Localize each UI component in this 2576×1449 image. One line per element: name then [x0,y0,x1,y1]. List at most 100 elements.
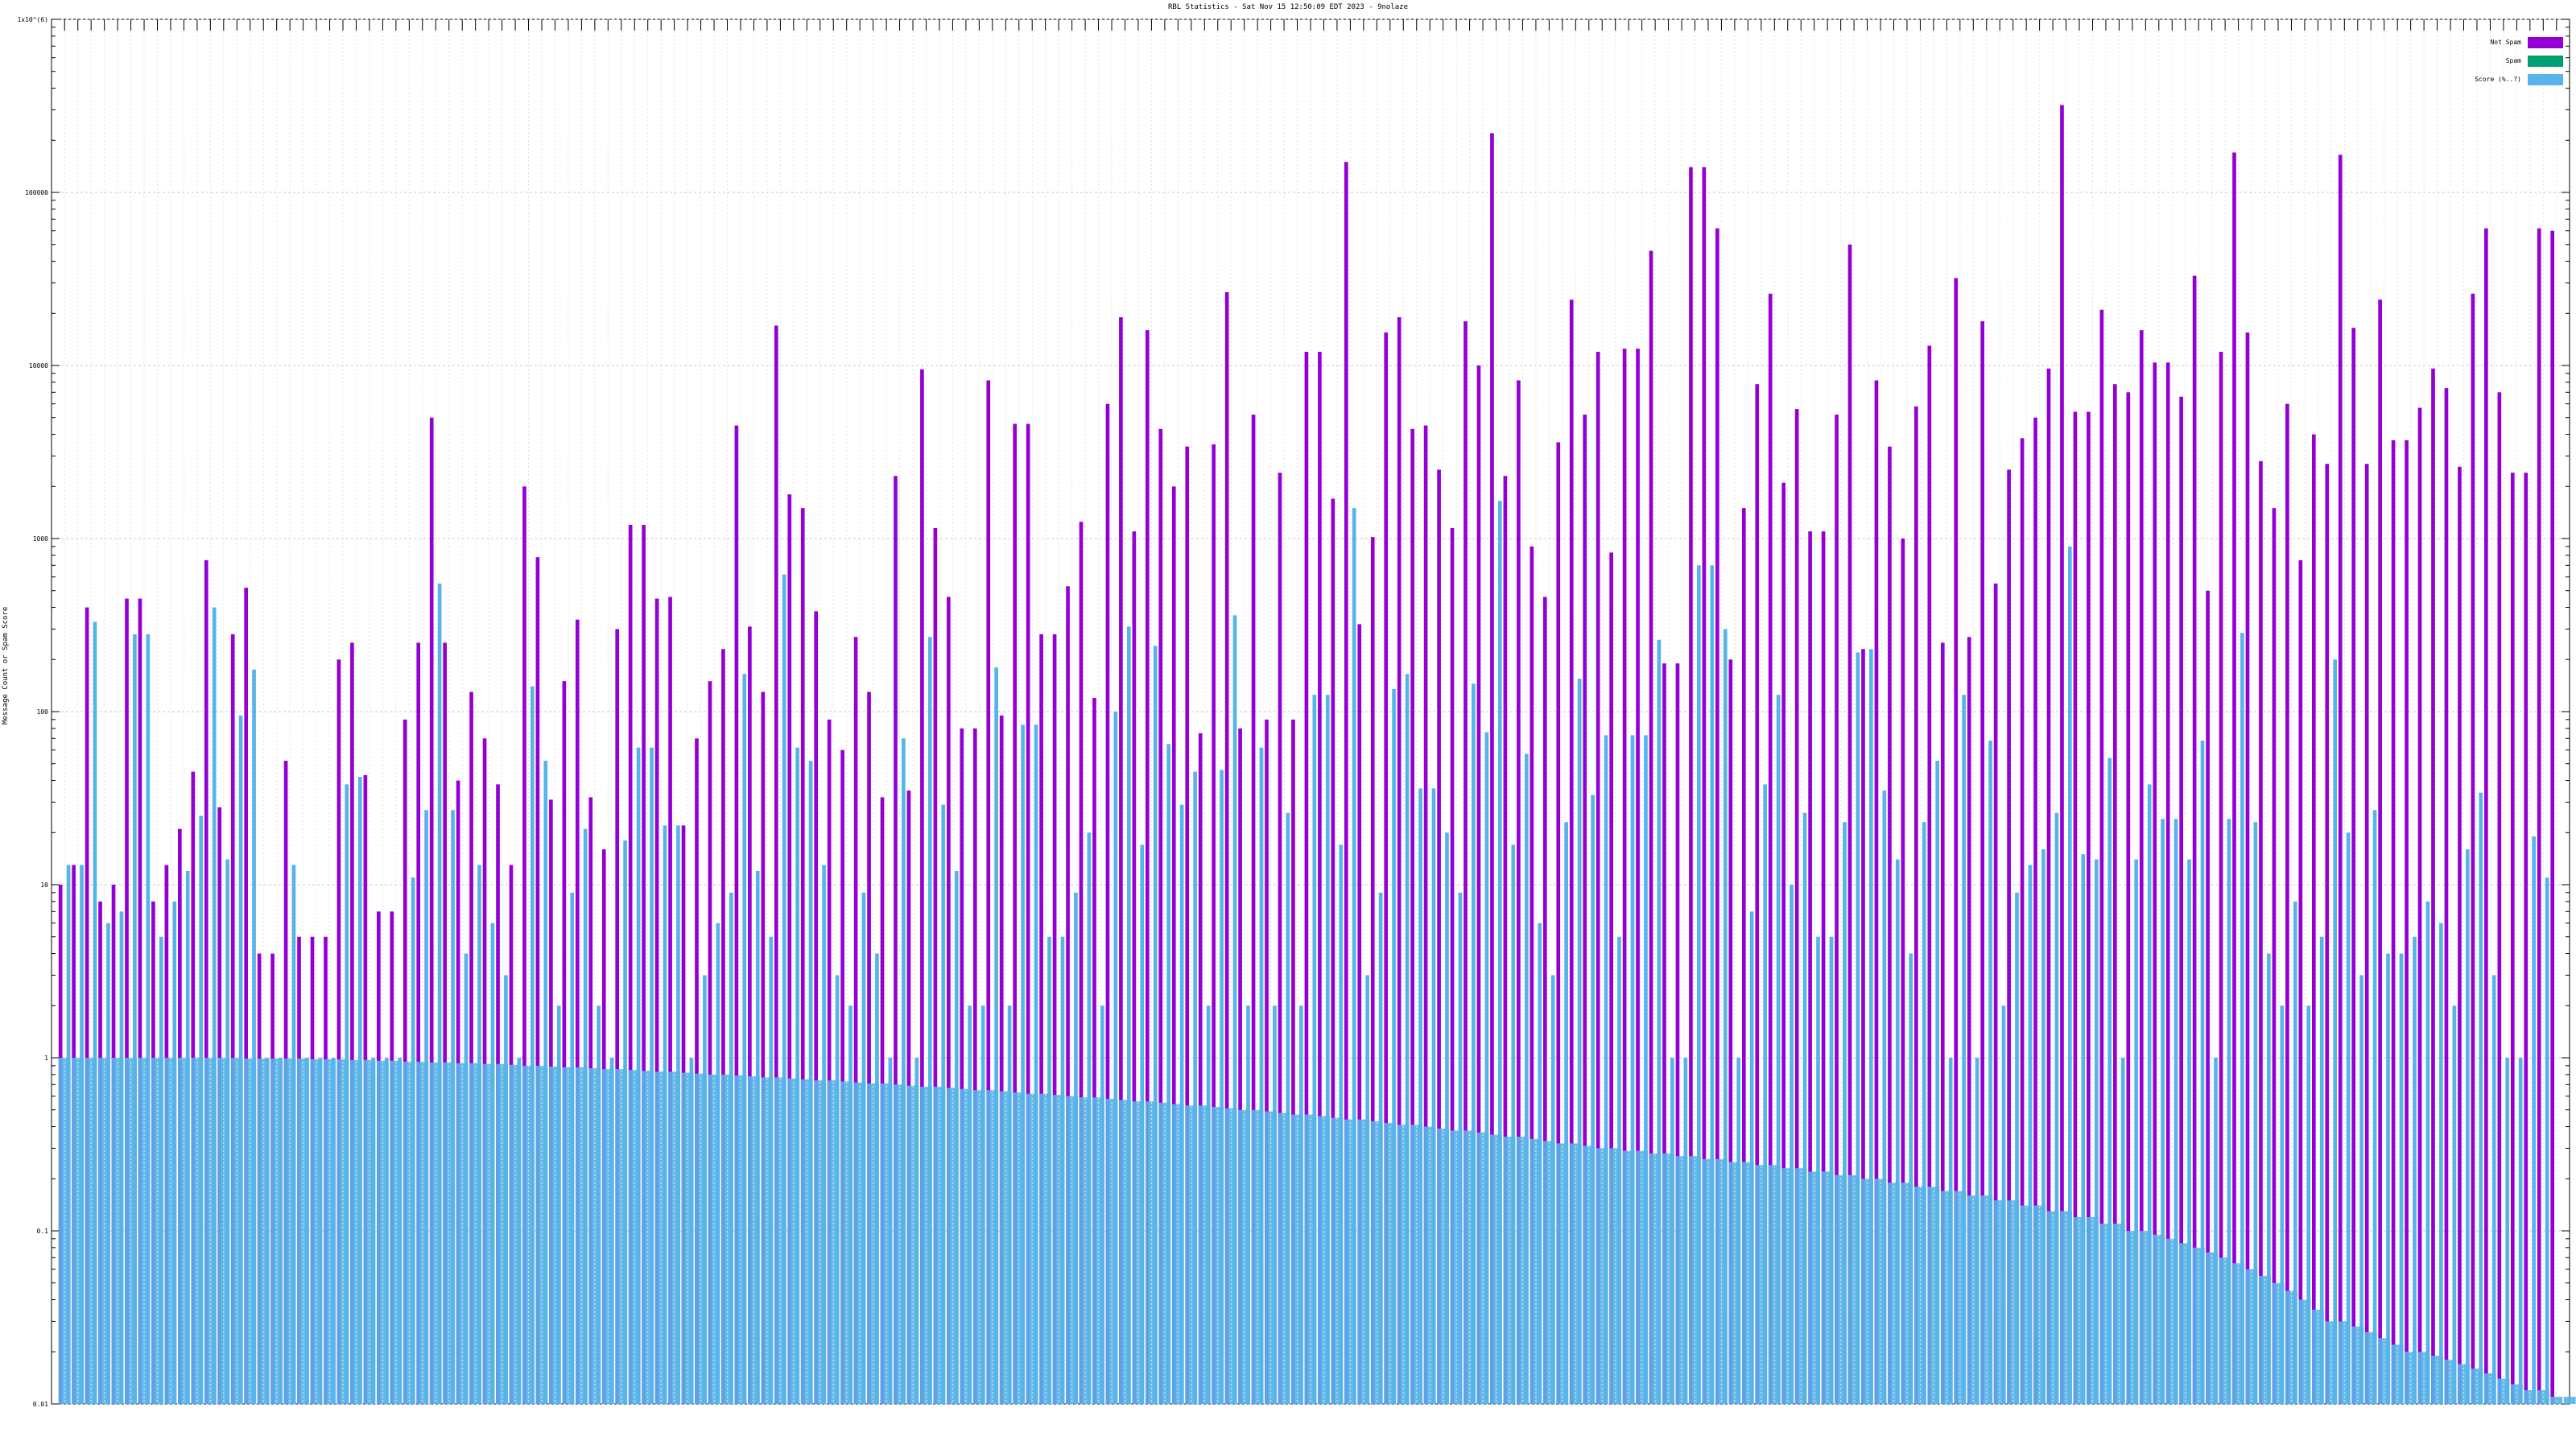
bar-not-spam [2192,275,2197,1404]
bar-score [2134,859,2139,1404]
bar-spam-score [1835,1174,1847,1404]
bar-not-spam [1437,469,1441,1405]
bar-not-spam [1794,409,1799,1404]
bar-spam-score [654,1071,667,1404]
bar-not-spam [1609,552,1613,1404]
bar-spam-score [1490,1134,1502,1404]
bar-not-spam [1530,546,1534,1404]
bar-not-spam [469,691,473,1404]
bar-spam-score [601,1069,614,1404]
bar-spam-score [2099,1224,2112,1404]
bar-score [2015,892,2019,1404]
bar-not-spam [2232,152,2236,1405]
bar-score [1021,724,1025,1404]
bar-spam-score [840,1081,853,1404]
bar-not-spam [827,719,832,1404]
bar-spam-score [1370,1121,1383,1404]
bar-spam-score [2232,1263,2244,1404]
legend-swatch-not-spam [2528,37,2563,48]
bar-not-spam [2179,396,2183,1404]
bar-spam-score [1357,1119,1370,1404]
bar-spam-score [1954,1191,1967,1404]
bar-score [1776,695,1781,1404]
bar-score [212,607,217,1404]
bar-not-spam [1675,663,1680,1404]
legend-item-spam: Spam [2450,54,2563,70]
bar-score [1405,674,1410,1404]
bar-spam-score [2087,1216,2099,1404]
bar-not-spam [2471,293,2475,1404]
bar-spam-score [2139,1231,2152,1404]
bar-not-spam [1410,428,1414,1404]
bar-not-spam [2219,351,2223,1405]
bar-score [2174,819,2178,1404]
bar-not-spam [1013,423,1018,1404]
bar-not-spam [1357,624,1362,1404]
bar-not-spam [1171,486,1176,1404]
bar-spam-score [456,1063,469,1404]
bar-score [1710,565,1715,1404]
bar-spam-score [1079,1097,1092,1404]
bar-score [2227,819,2231,1404]
bar-spam-score [1503,1137,1516,1404]
bar-not-spam [1119,317,1123,1404]
bar-not-spam [2298,559,2303,1404]
bar-spam-score [1940,1191,1953,1404]
bar-not-spam [350,642,354,1404]
legend-swatch-score [2528,74,2563,85]
bar-spam-score [1715,1158,1728,1404]
bar-not-spam [125,598,129,1404]
bar-spam-score [429,1062,442,1404]
bar-not-spam [1662,663,1666,1404]
bar-spam-score [615,1069,628,1404]
bar-not-spam [2259,460,2263,1404]
bar-not-spam [1542,597,1547,1404]
bar-score [2161,819,2165,1404]
bar-spam-score [482,1063,495,1404]
y-tick-label: 1x10^(6) [17,16,48,23]
bar-not-spam [2444,388,2449,1404]
bar-score [1497,501,1502,1404]
bar-not-spam [1755,384,1760,1405]
bar-not-spam [2431,368,2435,1404]
bar-score [1696,565,1701,1404]
bar-not-spam [1927,345,1932,1404]
bar-score [2147,784,2152,1404]
bar-spam-score [522,1065,535,1404]
bar-score [2054,812,2059,1404]
bar-spam-score [469,1063,482,1404]
bar-score [1882,791,1887,1404]
bar-spam-score [1888,1183,1900,1404]
bar-spam-score [1278,1113,1290,1404]
bar-not-spam [1039,634,1043,1404]
bar-spam-score [1569,1143,1582,1404]
bar-spam-score [509,1064,522,1404]
bar-spam-score [2405,1352,2417,1404]
bar-spam-score [906,1085,919,1404]
bar-not-spam [642,524,646,1404]
bar-score [2068,546,2072,1404]
bar-score [2214,1058,2218,1404]
bar-score [1034,724,1038,1404]
bar-not-spam [2007,469,2011,1405]
y-tick-label: 10 [40,881,48,889]
bar-score [437,583,442,1404]
bar-not-spam [1318,351,1322,1405]
bar-spam-score [642,1071,654,1404]
y-tick-label: 100 [37,708,49,716]
bar-not-spam [2405,440,2409,1404]
bar-not-spam [429,417,434,1404]
bar-score [1763,784,1767,1404]
bar-not-spam [138,598,142,1404]
bar-score [2200,741,2205,1404]
bar-not-spam [2484,228,2488,1404]
bar-spam-score [416,1061,429,1404]
y-tick-label: 10000 [29,362,48,369]
bar-not-spam [748,626,752,1404]
bar-spam-score [920,1087,932,1404]
bar-spam-score [814,1080,827,1404]
bar-score [2187,859,2191,1404]
legend: Not Spam Spam Score (%..?) [2450,35,2563,91]
bar-score [1591,795,1595,1404]
bar-score [2107,758,2112,1404]
